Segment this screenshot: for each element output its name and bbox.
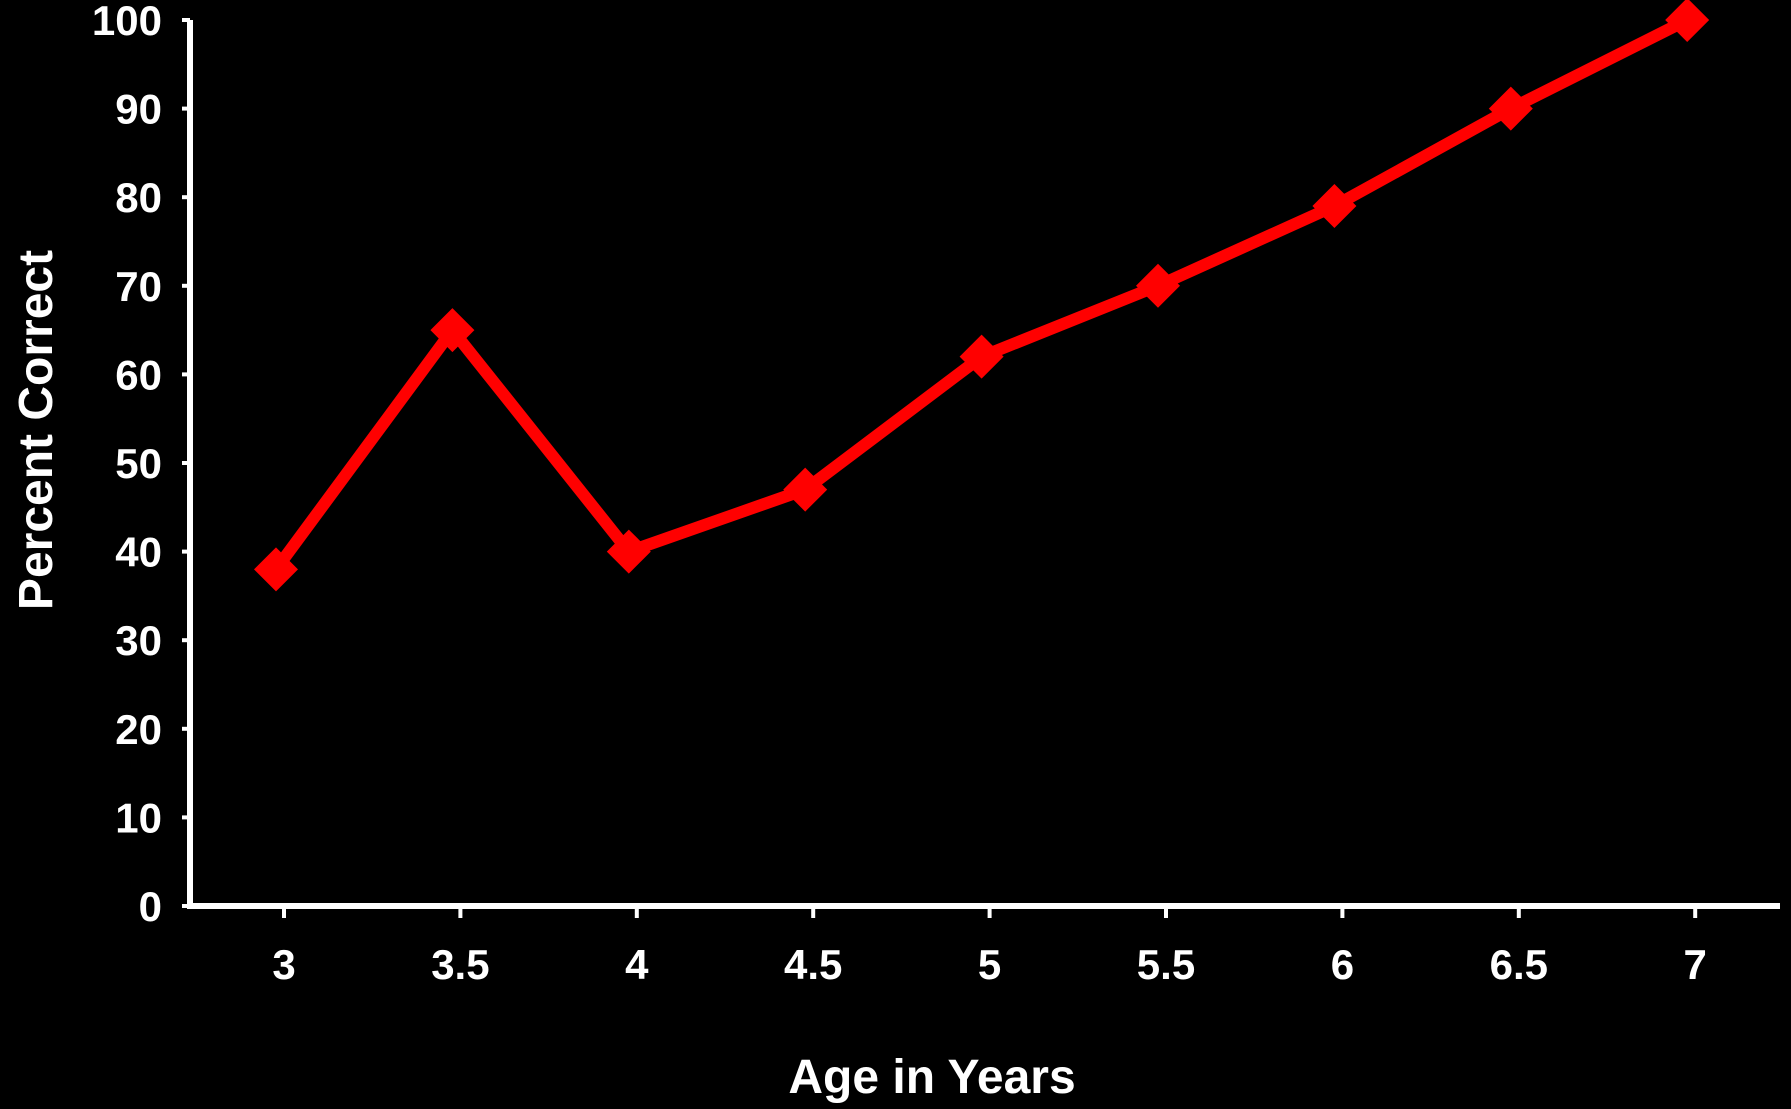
- y-axis-title: Percent Correct: [10, 250, 63, 610]
- y-tick-label: 30: [115, 617, 162, 664]
- x-tick-label: 5: [978, 941, 1001, 988]
- data-point-marker: [254, 547, 298, 592]
- data-point-marker: [1312, 184, 1357, 229]
- x-tick-label: 3: [272, 941, 295, 988]
- data-point-marker: [783, 467, 828, 512]
- x-tick-label: 4.5: [784, 941, 842, 988]
- x-tick-label: 5.5: [1137, 941, 1195, 988]
- data-point-marker: [959, 334, 1004, 379]
- y-axis-ticks: 0 10 20 30 40 50 60 70 80 90 100: [92, 0, 190, 930]
- data-point-marker: [1665, 0, 1710, 42]
- y-tick-label: 70: [115, 263, 162, 310]
- series-line: [270, 14, 1694, 576]
- y-tick-label: 100: [92, 0, 162, 44]
- y-tick-label: 0: [139, 883, 162, 930]
- x-tick-label: 7: [1684, 941, 1707, 988]
- y-tick-label: 20: [115, 706, 162, 753]
- x-axis-title: Age in Years: [788, 1051, 1075, 1104]
- x-tick-label: 4: [625, 941, 649, 988]
- y-tick-label: 90: [115, 86, 162, 133]
- data-point-marker: [1136, 263, 1180, 308]
- y-tick-label: 40: [115, 529, 162, 576]
- y-tick-label: 80: [115, 174, 162, 221]
- y-tick-label: 10: [115, 794, 162, 841]
- y-tick-label: 60: [115, 351, 162, 398]
- series-layer: [254, 0, 1710, 592]
- x-tick-label: 3.5: [431, 941, 489, 988]
- y-tick-label: 50: [115, 440, 162, 487]
- axes: [187, 20, 1780, 909]
- data-point-marker: [1488, 86, 1533, 131]
- data-point-marker: [430, 308, 475, 353]
- data-point-marker: [606, 529, 651, 574]
- x-tick-label: 6.5: [1490, 941, 1548, 988]
- x-tick-label: 6: [1331, 941, 1354, 988]
- x-axis-ticks: 3 3.5 4 4.5 5 5.5 6 6.5 7: [272, 906, 1707, 988]
